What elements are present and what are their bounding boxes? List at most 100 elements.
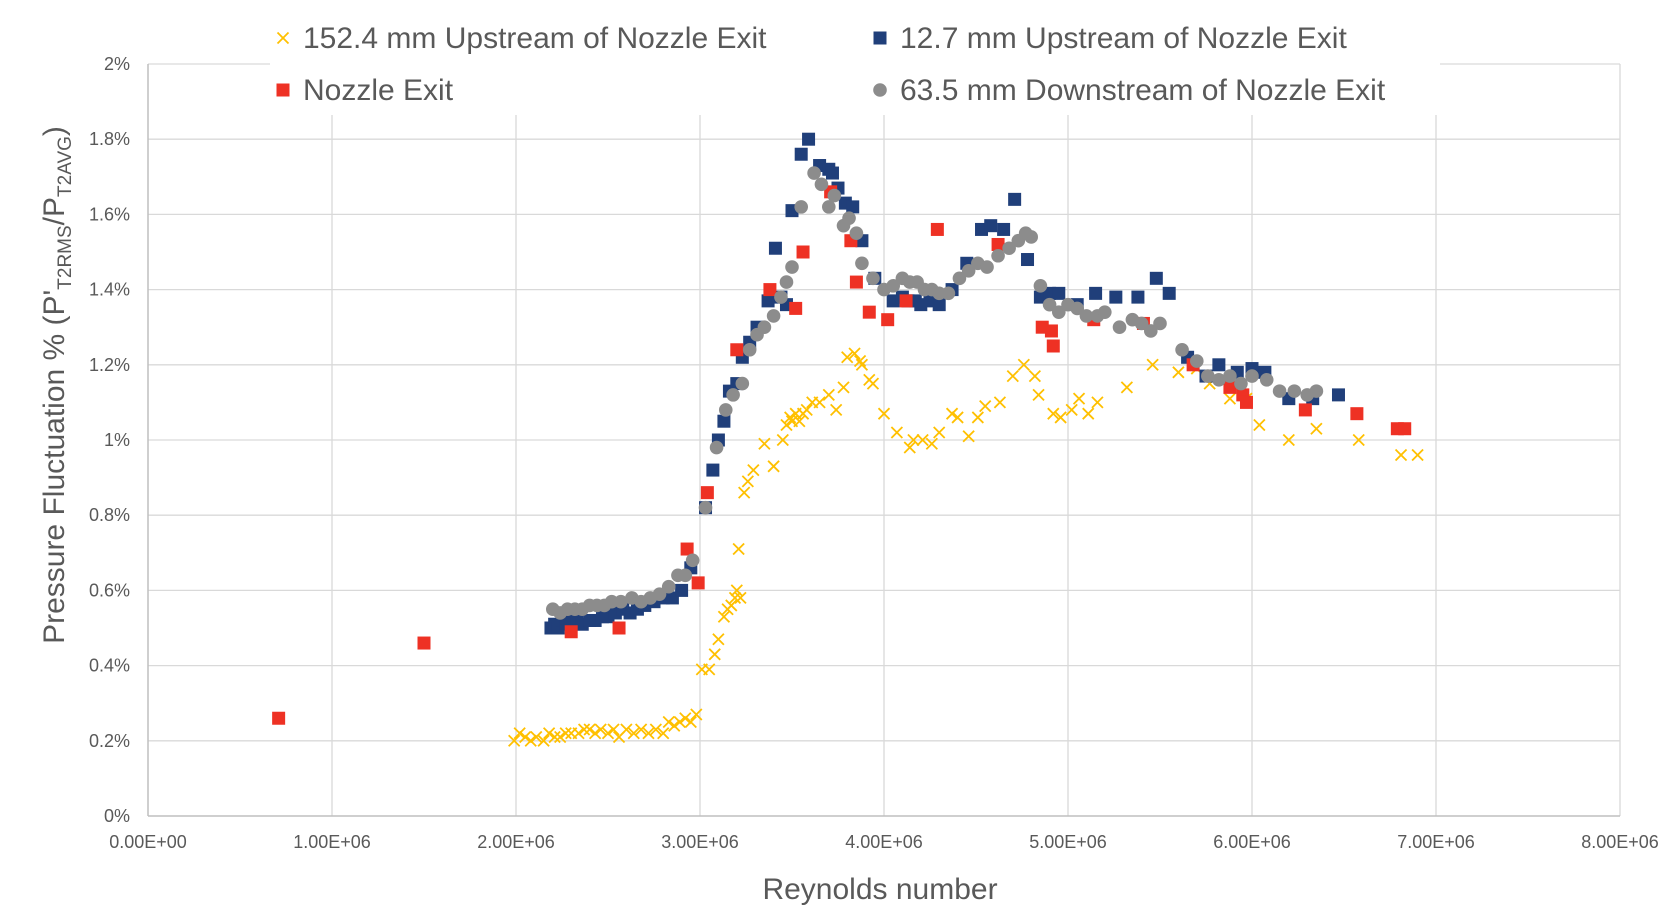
data-point <box>537 734 550 747</box>
data-point <box>530 730 543 744</box>
y-axis-title-sub1: T2RMS <box>55 225 76 289</box>
data-point <box>627 727 640 740</box>
data-point <box>1098 305 1112 319</box>
data-point <box>784 411 797 424</box>
data-point <box>774 290 788 304</box>
data-point <box>519 730 532 744</box>
data-point <box>827 188 842 203</box>
data-point <box>417 636 431 650</box>
data-point <box>564 625 578 639</box>
data-point <box>508 734 521 747</box>
data-point <box>1144 324 1158 338</box>
data-point <box>962 430 975 443</box>
data-point <box>899 294 913 308</box>
x-tick-label: 7.00E+06 <box>1397 832 1475 852</box>
data-point <box>652 587 667 601</box>
data-point <box>822 388 835 402</box>
data-point <box>907 433 920 447</box>
data-point <box>1134 316 1149 331</box>
data-point <box>1259 373 1274 387</box>
data-point <box>849 275 863 289</box>
legend-background <box>270 10 1440 115</box>
data-point <box>634 723 648 736</box>
data-point <box>1131 290 1145 304</box>
data-point <box>1047 407 1060 420</box>
data-point <box>1212 358 1226 372</box>
y-tick-label: 1.4% <box>89 280 130 300</box>
data-point <box>849 226 864 240</box>
legend-label: 152.4 mm Upstream of Nozzle Exit <box>303 22 767 55</box>
data-point <box>734 591 747 605</box>
data-point <box>1223 369 1237 383</box>
data-point <box>997 222 1011 236</box>
data-point <box>620 723 633 736</box>
data-point <box>1223 380 1237 394</box>
data-point <box>1070 301 1084 316</box>
data-point <box>932 298 946 312</box>
y-tick-label: 0% <box>104 806 130 826</box>
data-point <box>757 320 772 335</box>
tick-labels: 0% 0.2% 0.4% 0.6% 0.8% 1% 1.2% 1.4% 1.6% 1.8% 2% 0.… <box>89 54 1659 852</box>
data-point <box>814 177 829 192</box>
data-point <box>703 663 716 676</box>
data-point <box>930 222 944 236</box>
data-point <box>802 132 816 146</box>
data-point <box>916 433 929 447</box>
data-point <box>732 542 745 556</box>
data-point <box>862 305 876 319</box>
series-2 <box>272 185 1412 725</box>
data-point <box>588 727 602 740</box>
data-point <box>933 426 946 439</box>
legend-item: Nozzle Exit <box>276 74 454 107</box>
data-point <box>1021 253 1035 267</box>
data-point <box>685 553 700 568</box>
y-tick-label: 2% <box>104 54 130 74</box>
data-point <box>1287 384 1302 398</box>
data-point <box>1239 395 1253 409</box>
data-point <box>789 301 803 315</box>
data-point <box>1331 388 1345 402</box>
data-point <box>1052 286 1066 300</box>
data-point <box>673 715 686 729</box>
data-point <box>1032 388 1045 402</box>
series-0 <box>508 347 1424 747</box>
y-axis-title-sub2: T2AVG <box>55 136 76 197</box>
data-point <box>548 730 561 744</box>
data-point <box>1002 241 1016 256</box>
data-point <box>1024 230 1038 244</box>
legend-item: 152.4 mm Upstream of Nozzle Exit <box>276 22 767 55</box>
data-point <box>890 426 904 439</box>
data-point <box>980 260 994 274</box>
data-point <box>594 723 607 736</box>
data-point <box>848 347 861 360</box>
data-point <box>822 200 836 214</box>
y-tick-label: 1% <box>104 430 130 450</box>
data-point <box>866 377 880 390</box>
data-point <box>991 248 1005 263</box>
y-axis-title: Pressure Fluctuation % (P'T2RMS/PT2AVG) <box>38 126 76 644</box>
data-point <box>1411 448 1424 462</box>
data-point <box>718 403 733 417</box>
data-point <box>846 200 860 214</box>
data-point <box>1310 422 1323 435</box>
data-point <box>661 579 676 594</box>
data-point <box>796 245 810 259</box>
data-point <box>830 403 843 417</box>
data-point <box>794 147 808 161</box>
data-point <box>717 610 731 623</box>
data-point <box>794 200 808 214</box>
data-point <box>741 475 754 488</box>
data-point <box>1052 305 1066 319</box>
x-tick-label: 3.00E+06 <box>661 832 739 852</box>
data-point <box>903 441 916 454</box>
data-point <box>700 486 714 500</box>
data-point <box>1352 433 1365 447</box>
data-point <box>1272 384 1287 398</box>
data-point <box>1212 373 1226 387</box>
data-point <box>1309 384 1324 398</box>
data-point <box>842 211 856 225</box>
data-point <box>607 723 620 736</box>
y-tick-label: 0.6% <box>89 580 130 600</box>
data-point <box>1190 354 1204 368</box>
legend-item: 63.5 mm Downstream of Nozzle Exit <box>873 74 1386 107</box>
